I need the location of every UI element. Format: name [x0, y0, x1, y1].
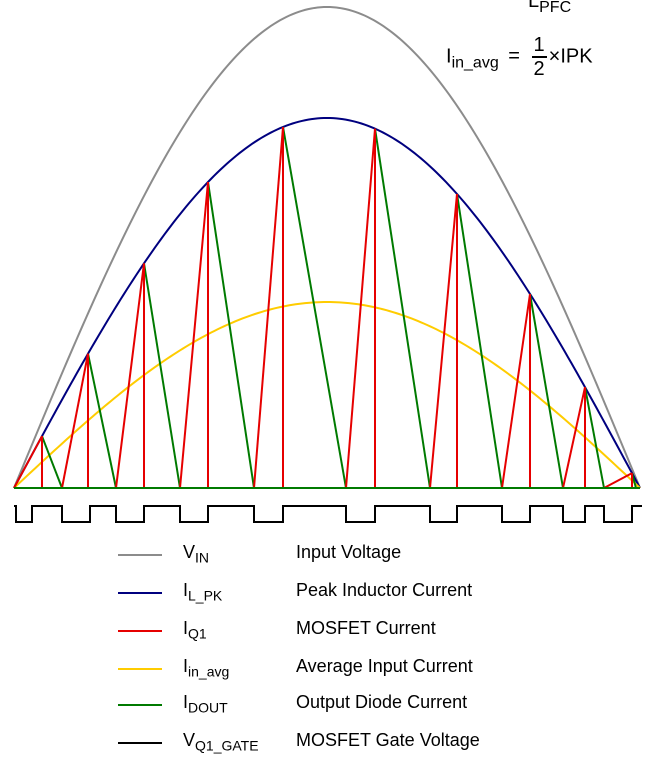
vin-curve	[13, 5, 641, 489]
legend-item-iin-avg: Iin_avg Average Input Current	[0, 656, 648, 686]
iq1-ramp	[501, 293, 531, 489]
legend-line-vin	[118, 554, 162, 556]
idout-ramp	[374, 128, 431, 489]
legend-item-idout: IDOUT Output Diode Current	[0, 692, 648, 722]
legend-item-gate: VQ1_GATE MOSFET Gate Voltage	[0, 730, 648, 760]
idout-ramp	[143, 263, 181, 489]
iq1-ramp	[115, 263, 145, 489]
top-label: LPFC	[528, 0, 572, 16]
iin-avg-curve	[13, 300, 641, 489]
iin-avg-formula: Iin_avg = 1 2 ×IPK	[446, 34, 593, 80]
iq1-ramp	[61, 353, 89, 489]
gate-pulse-line	[14, 505, 642, 523]
iin-avg-line	[13, 300, 641, 489]
idout-waveform	[41, 126, 637, 489]
legend-line-il-pk	[118, 592, 162, 594]
iq1-ramp	[603, 472, 633, 489]
il-pk-curve	[13, 116, 641, 489]
vin-line	[13, 5, 641, 489]
idout-ramp	[282, 126, 347, 489]
legend-line-iin-avg	[118, 668, 162, 670]
legend-item-iq1: IQ1 MOSFET Current	[0, 618, 648, 648]
iq1-waveform	[13, 126, 633, 489]
legend-item-il-pk: IL_PK Peak Inductor Current	[0, 580, 648, 610]
idout-ramp	[529, 293, 564, 489]
legend-item-vin: VIN Input Voltage	[0, 542, 648, 572]
il-pk-line	[13, 116, 641, 489]
iq1-ramp	[13, 435, 43, 489]
legend-line-gate	[118, 742, 162, 744]
legend-line-iq1	[118, 630, 162, 632]
iq1-ramp	[345, 128, 376, 489]
idout-ramp	[207, 181, 255, 489]
idout-ramp	[41, 435, 63, 489]
iq1-ramp	[253, 126, 284, 489]
idout-ramp	[584, 386, 605, 489]
gate-pulse-train	[14, 505, 642, 523]
iq1-ramp	[429, 193, 458, 489]
idout-ramp	[456, 193, 503, 489]
iq1-ramp	[179, 181, 209, 489]
iq1-ramp	[562, 386, 586, 489]
idout-ramp	[87, 353, 117, 489]
fraction: 1 2	[531, 34, 547, 80]
legend-line-idout	[118, 704, 162, 706]
